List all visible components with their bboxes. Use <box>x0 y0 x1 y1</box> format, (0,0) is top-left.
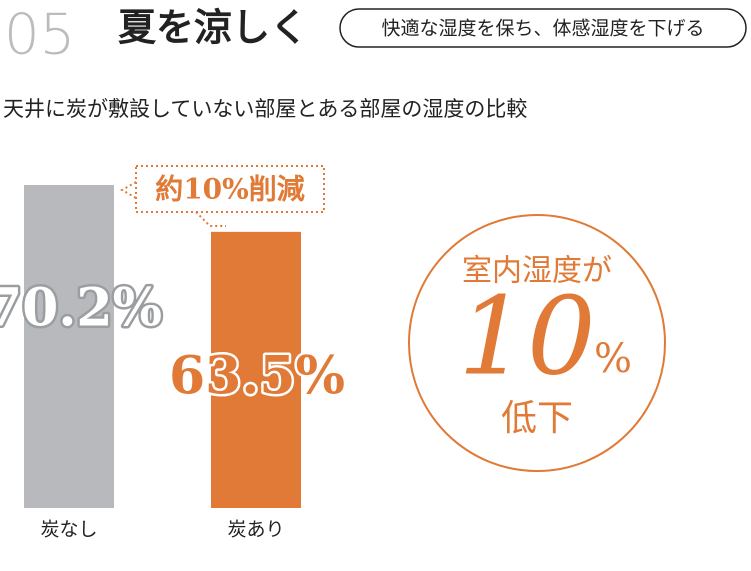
subtitle: 天井に炭が敷設していない部屋とある部屋の湿度の比較 <box>3 97 527 121</box>
tagline-pill <box>339 8 747 48</box>
value-label: 70.2% <box>0 278 162 339</box>
callout-unit: % <box>594 336 632 382</box>
callout-line2: 低下 <box>501 398 573 439</box>
x-tick-label: 炭あり <box>227 519 284 541</box>
annotation-box <box>119 165 325 227</box>
bar <box>24 185 114 508</box>
section-number: 05 <box>4 2 75 67</box>
value-label: 63.5% <box>169 346 345 407</box>
chart-title: 夏を涼しく <box>118 6 308 50</box>
callout-line1: 室内湿度が <box>462 254 612 289</box>
annotation: 約10%削減 <box>155 173 305 206</box>
callout-circle <box>408 214 666 472</box>
bar <box>211 231 301 509</box>
x-tick-label: 炭なし <box>40 519 97 541</box>
callout-number: 10 <box>458 274 595 399</box>
tagline: 快適な湿度を保ち、体感湿度を下げる <box>381 18 704 40</box>
